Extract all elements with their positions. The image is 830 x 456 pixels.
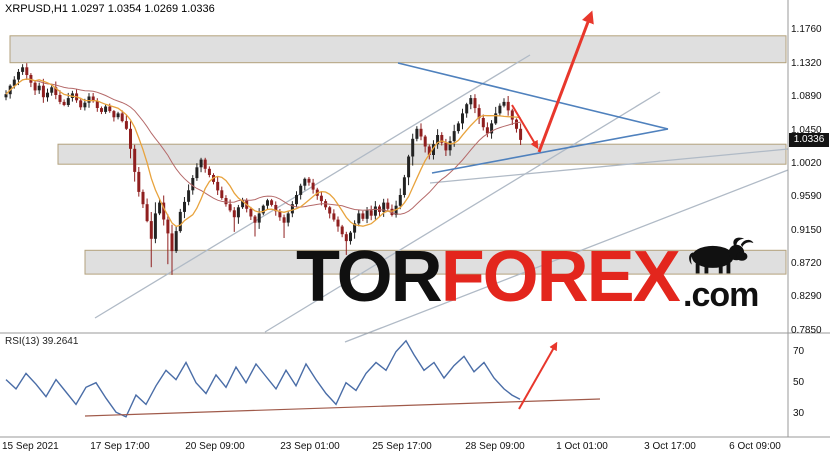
- mid-support-zone: [57, 143, 787, 165]
- candles-layer: [4, 63, 523, 275]
- ma-slow-line: [5, 78, 521, 215]
- price-axis-label: 1.0020: [791, 158, 822, 169]
- gray-trendline: [344, 169, 789, 343]
- time-axis-label: 6 Oct 09:00: [729, 441, 781, 452]
- price-axis-label: 0.9590: [791, 191, 822, 202]
- zones-layer: [9, 35, 787, 275]
- time-axis-label: 20 Sep 09:00: [185, 441, 245, 452]
- price-axis-label: 1.0890: [791, 91, 822, 102]
- price-axis-label: 1.1320: [791, 58, 822, 69]
- ma-fast-line: [5, 78, 521, 228]
- lower-support-zone: [84, 249, 787, 275]
- time-axis-label: 1 Oct 01:00: [556, 441, 608, 452]
- rsi-axis-label: 70: [793, 346, 805, 357]
- price-axis-label: 1.0450: [791, 125, 822, 136]
- forecast-up-arrow: [537, 10, 594, 153]
- price-axis-label: 0.8290: [791, 291, 822, 302]
- gray-trendline: [264, 91, 661, 333]
- pullback-arrow: [511, 104, 539, 150]
- time-axis-label: 15 Sep 2021: [2, 441, 59, 452]
- blue-trendline: [431, 128, 669, 174]
- resistance-zone: [9, 35, 787, 64]
- current-price-badge: 1.0336: [789, 133, 829, 147]
- rsi-axis-label: 50: [793, 377, 805, 388]
- time-axis-label: 28 Sep 09:00: [465, 441, 525, 452]
- price-axis-label: 0.8720: [791, 258, 822, 269]
- rsi-axis-label: 30: [793, 408, 805, 419]
- rsi-indicator-label: RSI(13) 39.2641: [5, 336, 79, 347]
- time-axis-label: 3 Oct 17:00: [644, 441, 696, 452]
- price-axis-label: 0.9150: [791, 225, 822, 236]
- rsi-line: [5, 339, 521, 418]
- time-axis-label: 25 Sep 17:00: [372, 441, 432, 452]
- rsi-trendline: [84, 398, 601, 417]
- gray-trendline: [429, 148, 789, 184]
- blue-trendline: [397, 62, 669, 130]
- price-axis-label: 0.7850: [791, 325, 822, 336]
- price-axis-label: 1.1760: [791, 24, 822, 35]
- symbol-info: XRPUSD,H1 1.0297 1.0354 1.0269 1.0336: [5, 3, 215, 15]
- time-axis-label: 17 Sep 17:00: [90, 441, 150, 452]
- time-axis-label: 23 Sep 01:00: [280, 441, 340, 452]
- rsi-forecast-arrow: [518, 341, 558, 410]
